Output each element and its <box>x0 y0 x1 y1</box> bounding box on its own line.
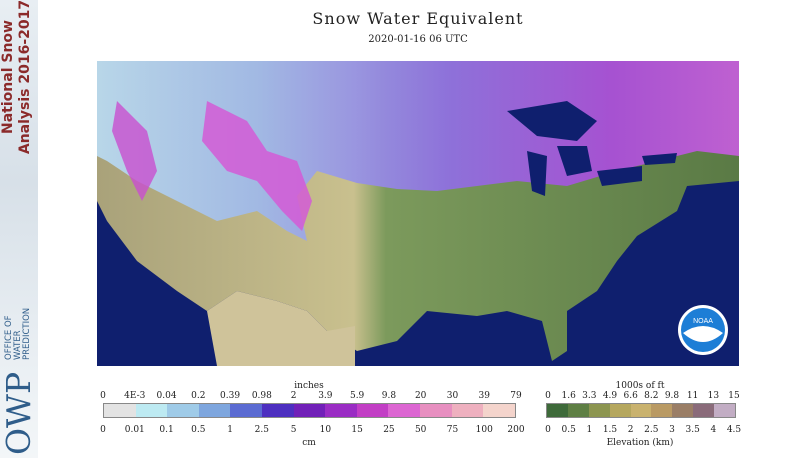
swe-swatch <box>198 404 231 417</box>
elev-swatch <box>588 404 610 417</box>
elev-swatch <box>672 404 694 417</box>
swe-top-tick: 79 <box>510 391 522 401</box>
swe-swatch <box>325 404 357 417</box>
elev-top-tick: 13 <box>707 391 720 401</box>
swe-swatch <box>230 404 263 417</box>
elev-bottom-tick: 2 <box>627 425 634 435</box>
swe-swatch <box>262 404 294 417</box>
sidebar-title-line1: National Snow <box>0 20 16 134</box>
swe-bottom-tick: 15 <box>351 425 363 435</box>
elev-swatch <box>567 404 589 417</box>
sidebar-title-line2: Analysis 2016-2017 <box>17 0 33 155</box>
timestamp: 2020-01-16 06 UTC <box>368 34 468 45</box>
swe-swatch <box>483 404 515 417</box>
sidebar-banner: National Snow Analysis 2016-2017 OFFICE … <box>0 0 38 458</box>
swe-top-tick: 39 <box>478 391 490 401</box>
swe-top-tick: 20 <box>414 391 427 401</box>
swe-bottom-tick: 0.01 <box>124 425 145 435</box>
elev-swatch <box>693 404 715 417</box>
swe-swatch <box>293 404 326 417</box>
swe-bottom-unit: cm <box>302 438 316 448</box>
elev-top-tick: 8.2 <box>644 391 659 401</box>
swe-top-tick: 4E-3 <box>124 391 146 401</box>
elev-top-tick: 15 <box>728 391 740 401</box>
elev-bottom-tick: 3.5 <box>685 425 700 435</box>
page-title: Snow Water Equivalent <box>312 9 524 28</box>
swe-top-tick: 5.9 <box>349 391 365 401</box>
swe-swatch <box>388 404 421 417</box>
swe-bottom-tick: 25 <box>383 425 395 435</box>
elev-top-unit: 1000s of ft <box>615 381 665 391</box>
elev-swatch <box>547 404 568 417</box>
swe-top-tick: 30 <box>446 391 459 401</box>
swe-bottom-tick: 5 <box>290 425 297 435</box>
elev-bottom-tick: 4 <box>710 425 717 435</box>
swe-swatch <box>451 404 484 417</box>
elev-top-tick: 0 <box>545 391 551 401</box>
elev-bottom-tick: 1 <box>586 425 593 435</box>
mountain-snow <box>202 101 312 231</box>
swe-bottom-tick: 2.5 <box>254 425 269 435</box>
swe-swatch <box>104 404 136 417</box>
elev-bottom-tick: 0 <box>545 425 551 435</box>
swe-swatch <box>167 404 199 417</box>
elev-swatch <box>714 404 736 417</box>
swe-top-tick: 0.39 <box>220 391 241 401</box>
elev-bottom-label: Elevation (km) <box>606 438 674 448</box>
elev-bottom-tick: 4.5 <box>726 425 742 435</box>
great-lakes <box>507 101 677 196</box>
swe-top-tick: 0.04 <box>156 391 177 401</box>
swe-top-tick: 0 <box>100 391 106 401</box>
swe-top-tick: 9.8 <box>381 391 397 401</box>
swe-bottom-tick: 50 <box>414 425 427 435</box>
swe-bottom-tick: 100 <box>475 425 493 435</box>
swe-bottom-tick: 10 <box>319 425 332 435</box>
noaa-logo: NOAA <box>678 305 728 355</box>
swe-bottom-tick: 200 <box>507 425 525 435</box>
mountain-snow-west <box>112 101 157 201</box>
snow-map: NOAA <box>97 61 739 366</box>
elev-top-tick: 11 <box>686 391 699 401</box>
elev-top-tick: 6.6 <box>623 391 638 401</box>
elev-top-tick: 1.6 <box>561 391 576 401</box>
elev-color-bar <box>546 403 736 418</box>
elev-bottom-tick: 0.5 <box>561 425 576 435</box>
swe-color-bar <box>103 403 516 418</box>
swe-bottom-tick: 1 <box>227 425 233 435</box>
elev-top-tick: 3.3 <box>582 391 597 401</box>
swe-swatch <box>356 404 389 417</box>
swe-swatch <box>420 404 452 417</box>
elev-top-tick: 4.9 <box>602 391 618 401</box>
swe-top-tick: 3.9 <box>318 391 333 401</box>
elev-swatch <box>651 404 673 417</box>
swe-top-tick: 0.2 <box>191 391 206 401</box>
swe-top-unit: inches <box>294 381 324 391</box>
snow-cover <box>97 61 739 241</box>
swe-bottom-tick: 75 <box>446 425 459 435</box>
swe-bottom-tick: 0.1 <box>159 425 174 435</box>
elev-bottom-tick: 2.5 <box>644 425 659 435</box>
elev-bottom-tick: 1.5 <box>602 425 618 435</box>
elev-swatch <box>630 404 652 417</box>
elev-top-tick: 9.8 <box>664 391 680 401</box>
swe-bottom-tick: 0.5 <box>191 425 206 435</box>
sidebar-title: National Snow Analysis 2016-2017 <box>0 0 38 178</box>
swe-swatch <box>135 404 168 417</box>
noaa-badge-text: NOAA <box>693 318 713 325</box>
swe-top-tick: 0.98 <box>251 391 272 401</box>
elev-bottom-tick: 3 <box>669 425 675 435</box>
swe-top-tick: 2 <box>290 391 297 401</box>
swe-bottom-tick: 0 <box>100 425 106 435</box>
desert-region <box>207 291 355 366</box>
elev-swatch <box>609 404 631 417</box>
owp-logo: OWP <box>0 371 38 455</box>
